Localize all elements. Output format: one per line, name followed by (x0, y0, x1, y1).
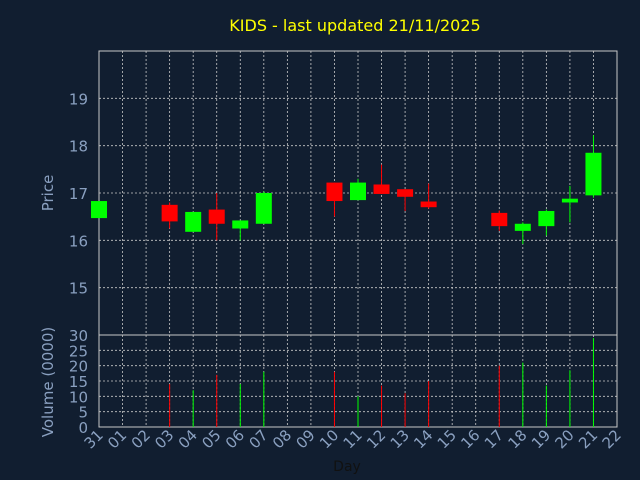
candle-21 (585, 135, 602, 198)
candle-17 (491, 210, 508, 231)
x-tick-label: 16 (457, 426, 483, 452)
candle-06 (232, 220, 249, 241)
price-tick-label: 15 (69, 280, 88, 298)
price-axis-label: Price (39, 175, 57, 212)
x-tick-label: 21 (575, 426, 601, 452)
candle-body (255, 193, 272, 224)
candle-07 (255, 191, 272, 224)
x-tick-label: 22 (599, 426, 625, 452)
candle-body (185, 211, 202, 232)
candle-body (326, 182, 343, 202)
price-tick-label: 18 (69, 138, 88, 156)
volume-axis-label: Volume (0000) (39, 327, 57, 437)
candle-14 (420, 183, 437, 209)
candle-body (491, 212, 508, 227)
x-tick-label: 08 (269, 426, 295, 452)
x-tick-label: 12 (363, 426, 389, 452)
x-tick-label: 13 (387, 426, 413, 452)
candle-18 (514, 222, 531, 245)
candle-05 (208, 193, 225, 241)
x-tick-label: 14 (410, 426, 436, 452)
candle-body (373, 184, 390, 194)
price-tick-label: 17 (69, 185, 88, 203)
candle-body (538, 210, 555, 227)
candle-body (232, 220, 249, 229)
x-axis-label: Day (333, 459, 361, 475)
volume-tick-label: 0 (78, 419, 88, 437)
candle-body (561, 198, 578, 203)
price-tick-label: 16 (69, 232, 88, 250)
candle-body (91, 201, 107, 219)
candle-03 (161, 202, 178, 229)
x-tick-label: 10 (316, 426, 342, 452)
x-tick-label: 09 (293, 426, 319, 452)
x-tick-label: 03 (151, 426, 177, 452)
x-tick-label: 02 (128, 426, 154, 452)
candle-20 (561, 185, 578, 223)
x-tick-label: 20 (552, 426, 578, 452)
x-tick-label: 19 (528, 426, 554, 452)
x-tick-label: 18 (504, 426, 530, 452)
candle-10 (326, 182, 343, 217)
volume-tick-label: 30 (69, 327, 88, 345)
x-tick-label: 05 (198, 426, 224, 452)
candle-body (420, 201, 437, 208)
chart-title: KIDS - last updated 21/11/2025 (229, 16, 480, 35)
volume-tick-label: 15 (69, 373, 88, 391)
x-tick-label: 01 (104, 426, 130, 452)
candle-body (514, 223, 531, 231)
price-panel: 15 16 17 18 19 (69, 50, 618, 336)
candle-11 (350, 178, 366, 201)
candle-31 (91, 201, 107, 219)
x-tick-label: 11 (340, 426, 366, 452)
candle-13 (397, 189, 414, 211)
candle-12 (373, 164, 390, 194)
candle-body (161, 204, 178, 222)
candle-body (350, 182, 366, 201)
volume-tick-label: 20 (69, 358, 88, 376)
candle-19 (538, 209, 555, 236)
volume-tick-label: 25 (69, 342, 88, 360)
x-tick-label: 07 (245, 426, 271, 452)
x-tick-label: 06 (222, 426, 248, 452)
volume-tick-label: 10 (69, 388, 88, 406)
x-tick-label: 15 (434, 426, 460, 452)
candle-body (397, 189, 414, 197)
price-tick-label: 19 (69, 90, 88, 108)
candle-body (208, 209, 225, 224)
volume-tick-label: 5 (78, 404, 88, 422)
candle-04 (185, 211, 202, 232)
candle-body (585, 152, 602, 196)
x-tick-label: 04 (175, 426, 201, 452)
volume-panel: 0510152025303101020304050607080910111213… (69, 327, 625, 452)
x-tick-label: 17 (481, 426, 507, 452)
